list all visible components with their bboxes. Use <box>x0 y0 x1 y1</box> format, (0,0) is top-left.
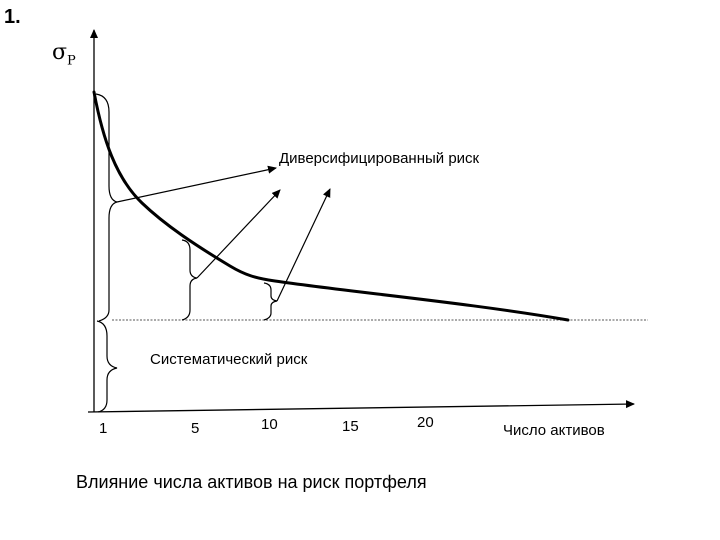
x-tick-20: 20 <box>417 414 434 431</box>
total-risk-curve <box>92 90 570 322</box>
x-tick-5: 5 <box>191 420 200 437</box>
x-tick-15: 15 <box>342 418 359 435</box>
brace-10-assets <box>263 282 278 321</box>
y-axis-subscript: P <box>67 53 76 69</box>
arrow-diversified-1 <box>116 165 277 203</box>
y-axis-symbol: σ <box>52 40 68 65</box>
diversified-risk-brace <box>95 93 118 322</box>
x-axis-label: Число активов <box>503 422 605 439</box>
slide-number: 1. <box>4 6 21 28</box>
x-tick-10: 10 <box>261 416 278 433</box>
y-axis-label: σP <box>52 40 76 68</box>
arrow-diversified-2 <box>196 189 281 279</box>
systematic-risk-brace <box>96 320 118 413</box>
arrow-diversified-3 <box>276 188 331 302</box>
x-tick-1: 1 <box>99 420 108 437</box>
diagram-caption: Влияние числа активов на риск портфеля <box>76 472 427 492</box>
diversified-risk-label: Диверсифицированный риск <box>279 150 480 167</box>
brace-5-assets <box>181 239 198 321</box>
systematic-risk-label: Систематический риск <box>150 351 308 368</box>
x-axis <box>87 400 635 413</box>
